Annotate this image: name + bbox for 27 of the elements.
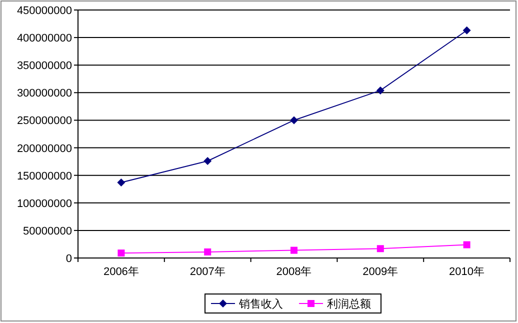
x-tick-label: 2006年 — [103, 266, 139, 278]
legend-label: 利润总额 — [327, 298, 371, 310]
point — [290, 246, 298, 254]
x-tick-label: 2009年 — [362, 266, 398, 278]
point — [463, 241, 470, 248]
y-tick-label: 150000000 — [16, 170, 72, 182]
y-tick-label: 200000000 — [16, 142, 72, 155]
point — [118, 250, 125, 257]
x-tick-label: 2010年 — [449, 266, 485, 278]
point — [376, 86, 384, 94]
y-tick-label: 100000000 — [16, 198, 72, 210]
legend-label: 销售收入 — [238, 298, 283, 310]
point — [290, 116, 298, 124]
y-tick-label: 250000000 — [16, 115, 72, 128]
point — [376, 245, 384, 252]
point — [204, 157, 212, 166]
y-tick-label: 50000000 — [23, 225, 72, 238]
y-tick-label: 450000000 — [16, 5, 72, 17]
y-tick-label: 300000000 — [16, 88, 72, 100]
x-tick-label: 2008年 — [276, 266, 312, 278]
y-tick-label: 350000000 — [16, 60, 72, 72]
y-tick-label: 400000000 — [16, 32, 72, 45]
x-tick-label: 2007年 — [190, 266, 226, 278]
point — [204, 248, 212, 256]
y-tick-label: 0 — [66, 253, 72, 265]
point — [462, 26, 471, 34]
point — [117, 178, 126, 186]
